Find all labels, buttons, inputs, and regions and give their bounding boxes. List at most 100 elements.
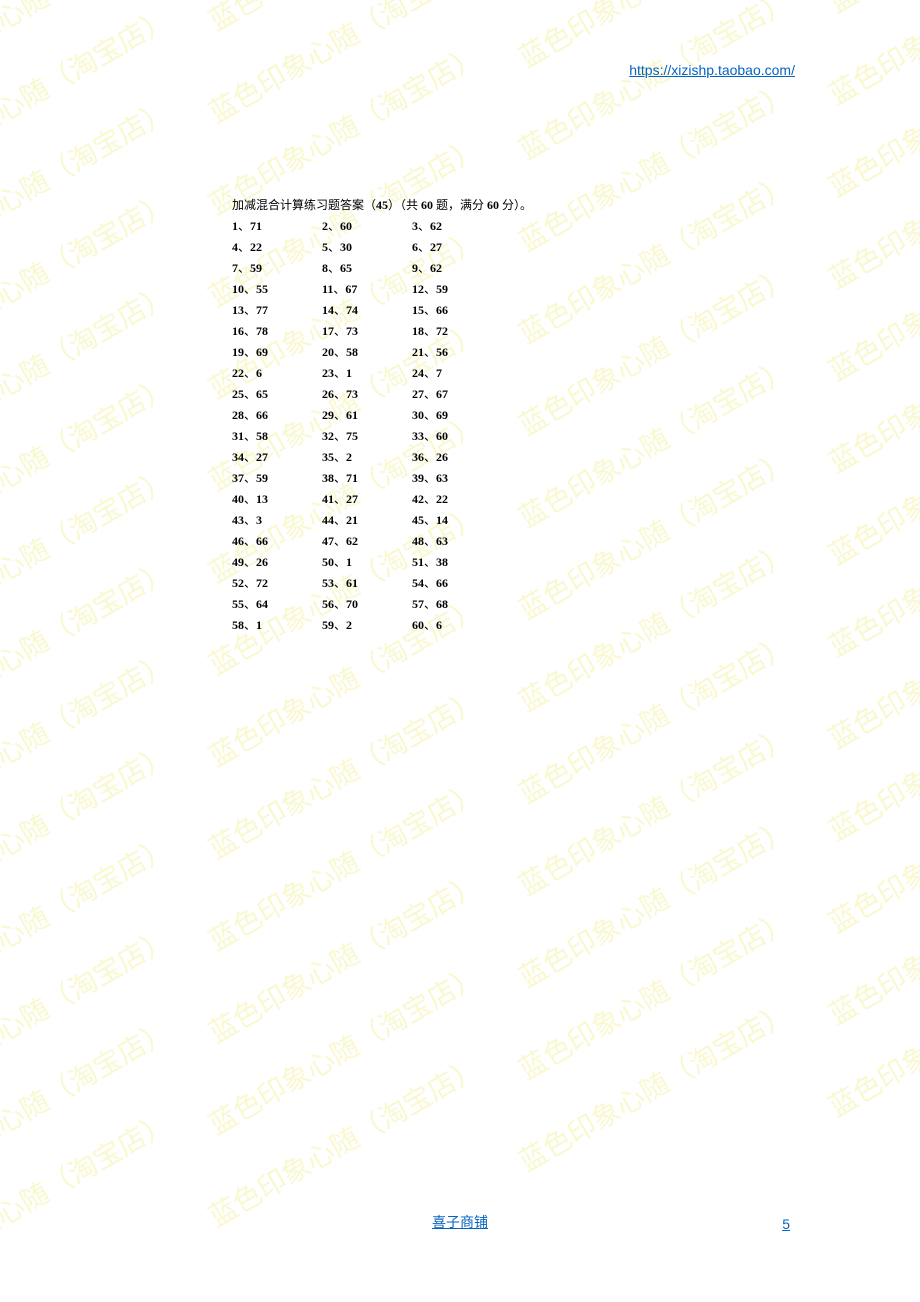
- watermark-text: 蓝色印象心随（淘宝店）: [0, 826, 177, 1015]
- answer-cell: 48、63: [412, 532, 502, 549]
- answer-cell: 33、60: [412, 427, 502, 444]
- answer-cell: 2、60: [322, 217, 412, 234]
- answer-sep: 、: [244, 303, 256, 317]
- answer-val: 60: [340, 219, 352, 233]
- answer-sep: 、: [334, 345, 346, 359]
- answer-val: 72: [436, 324, 448, 338]
- answer-val: 73: [346, 387, 358, 401]
- answer-cell: 11、67: [322, 280, 412, 297]
- answer-cell: 42、22: [412, 490, 502, 507]
- title-set-num: 45: [376, 198, 388, 212]
- answer-num: 41: [322, 492, 334, 506]
- answer-num: 28: [232, 408, 244, 422]
- answer-val: 61: [346, 408, 358, 422]
- answer-cell: 9、62: [412, 259, 502, 276]
- answer-val: 66: [436, 576, 448, 590]
- answer-sep: 、: [418, 219, 430, 233]
- answer-cell: 13、77: [232, 301, 322, 318]
- answer-sep: 、: [424, 408, 436, 422]
- answer-num: 19: [232, 345, 244, 359]
- answer-val: 63: [436, 471, 448, 485]
- answer-val: 62: [430, 261, 442, 275]
- answer-sep: 、: [244, 555, 256, 569]
- answer-num: 37: [232, 471, 244, 485]
- answer-val: 72: [256, 576, 268, 590]
- watermark-text: 蓝色印象心随（淘宝店）: [0, 0, 177, 186]
- watermark-text: 蓝色印象心随（淘宝店）: [821, 109, 920, 298]
- answer-val: 71: [346, 471, 358, 485]
- answer-val: 64: [256, 597, 268, 611]
- answer-cell: 34、27: [232, 448, 322, 465]
- answer-num: 42: [412, 492, 424, 506]
- answer-sep: 、: [244, 492, 256, 506]
- title-mid1: ）（共: [388, 198, 421, 212]
- answer-num: 60: [412, 618, 424, 632]
- answer-sep: 、: [418, 240, 430, 254]
- header-url-link[interactable]: https://xizishp.taobao.com/: [629, 62, 795, 78]
- watermark-text: 蓝色印象心随（淘宝店）: [821, 0, 920, 113]
- answer-cell: 10、55: [232, 280, 322, 297]
- answer-val: 1: [256, 618, 262, 632]
- watermark-text: 蓝色印象心随（淘宝店）: [821, 17, 920, 206]
- answer-num: 47: [322, 534, 334, 548]
- answer-cell: 37、59: [232, 469, 322, 486]
- watermark-text: 蓝色印象心随（淘宝店）: [821, 753, 920, 942]
- watermark-text: 蓝色印象心随（淘宝店）: [821, 661, 920, 850]
- answer-cell: 30、69: [412, 406, 502, 423]
- answer-val: 13: [256, 492, 268, 506]
- answer-cell: 5、30: [322, 238, 412, 255]
- answer-cell: 53、61: [322, 574, 412, 591]
- answer-cell: 39、63: [412, 469, 502, 486]
- answer-sep: 、: [424, 324, 436, 338]
- answer-sep: 、: [244, 450, 256, 464]
- watermark-text: 蓝色印象心随（淘宝店）: [0, 0, 177, 94]
- answer-val: 38: [436, 555, 448, 569]
- answer-val: 62: [346, 534, 358, 548]
- watermark-text: 蓝色印象心随（淘宝店）: [0, 90, 177, 279]
- answer-val: 78: [256, 324, 268, 338]
- answer-sep: 、: [424, 450, 436, 464]
- answer-val: 69: [256, 345, 268, 359]
- answer-cell: 50、1: [322, 553, 412, 570]
- answer-sep: 、: [424, 513, 436, 527]
- answer-cell: 41、27: [322, 490, 412, 507]
- answer-sep: 、: [238, 261, 250, 275]
- answer-sep: 、: [424, 534, 436, 548]
- answer-cell: 45、14: [412, 511, 502, 528]
- watermark-text: 蓝色印象心随（淘宝店）: [201, 0, 488, 131]
- watermark-text: 蓝色印象心随（淘宝店）: [821, 293, 920, 482]
- answer-cell: 29、61: [322, 406, 412, 423]
- answer-sep: 、: [334, 618, 346, 632]
- answer-cell: 18、72: [412, 322, 502, 339]
- answer-sep: 、: [244, 282, 256, 296]
- answer-cell: 32、75: [322, 427, 412, 444]
- answer-num: 48: [412, 534, 424, 548]
- answer-val: 27: [346, 492, 358, 506]
- answer-cell: 21、56: [412, 343, 502, 360]
- answer-val: 59: [250, 261, 262, 275]
- answer-cell: 16、78: [232, 322, 322, 339]
- watermark-text: 蓝色印象心随（淘宝店）: [511, 900, 798, 1089]
- answer-val: 66: [256, 408, 268, 422]
- answer-sep: 、: [328, 261, 340, 275]
- watermark-text: 蓝色印象心随（淘宝店）: [201, 771, 488, 960]
- watermark-text: 蓝色印象心随（淘宝店）: [0, 366, 177, 555]
- answer-sep: 、: [424, 555, 436, 569]
- answer-sep: 、: [244, 597, 256, 611]
- answer-val: 2: [346, 450, 352, 464]
- answer-num: 26: [322, 387, 334, 401]
- answer-num: 49: [232, 555, 244, 569]
- answer-sep: 、: [334, 597, 346, 611]
- answer-sep: 、: [424, 597, 436, 611]
- answer-num: 51: [412, 555, 424, 569]
- answer-num: 12: [412, 282, 424, 296]
- footer-shop-link[interactable]: 喜子商铺: [432, 1212, 488, 1232]
- answer-sep: 、: [244, 408, 256, 422]
- answer-sep: 、: [244, 618, 256, 632]
- answer-sep: 、: [334, 534, 346, 548]
- answer-num: 24: [412, 366, 424, 380]
- title-prefix: 加减混合计算练习题答案（: [232, 198, 376, 212]
- answer-num: 15: [412, 303, 424, 317]
- page-number[interactable]: 5: [782, 1216, 790, 1232]
- answer-cell: 20、58: [322, 343, 412, 360]
